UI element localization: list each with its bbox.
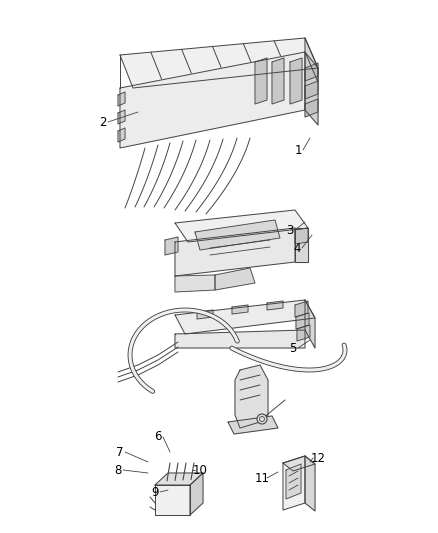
Polygon shape xyxy=(305,99,318,117)
Text: 5: 5 xyxy=(290,342,297,354)
Text: 6: 6 xyxy=(154,431,162,443)
Polygon shape xyxy=(215,268,255,290)
Polygon shape xyxy=(120,38,318,88)
Polygon shape xyxy=(290,58,302,104)
Polygon shape xyxy=(272,58,284,104)
Polygon shape xyxy=(118,110,125,124)
Text: 10: 10 xyxy=(193,464,208,477)
Polygon shape xyxy=(235,365,268,428)
Polygon shape xyxy=(297,325,310,341)
Polygon shape xyxy=(155,485,190,515)
Polygon shape xyxy=(120,52,305,148)
Polygon shape xyxy=(175,330,305,348)
Polygon shape xyxy=(305,63,318,81)
Polygon shape xyxy=(295,228,308,244)
Text: 8: 8 xyxy=(114,464,122,477)
Text: 11: 11 xyxy=(254,472,269,484)
Text: 12: 12 xyxy=(311,451,325,464)
Polygon shape xyxy=(255,58,267,104)
Polygon shape xyxy=(175,228,295,276)
Text: 2: 2 xyxy=(99,116,107,128)
Polygon shape xyxy=(283,456,305,510)
Polygon shape xyxy=(296,313,309,329)
Text: 7: 7 xyxy=(116,446,124,458)
Polygon shape xyxy=(305,300,315,348)
Polygon shape xyxy=(232,305,248,314)
Text: 9: 9 xyxy=(151,486,159,498)
Polygon shape xyxy=(295,228,308,262)
Text: 1: 1 xyxy=(294,143,302,157)
Polygon shape xyxy=(305,81,318,99)
Polygon shape xyxy=(295,301,308,317)
Circle shape xyxy=(257,414,267,424)
Polygon shape xyxy=(155,473,203,485)
Text: 3: 3 xyxy=(286,223,294,237)
Polygon shape xyxy=(286,464,301,499)
Text: 4: 4 xyxy=(293,241,301,254)
Polygon shape xyxy=(197,310,213,319)
Polygon shape xyxy=(175,275,215,292)
Polygon shape xyxy=(228,416,278,434)
Polygon shape xyxy=(165,237,178,255)
Polygon shape xyxy=(118,128,125,142)
Polygon shape xyxy=(190,473,203,515)
Polygon shape xyxy=(195,220,280,250)
Polygon shape xyxy=(118,92,125,106)
Polygon shape xyxy=(305,38,318,82)
Polygon shape xyxy=(175,210,308,242)
Polygon shape xyxy=(305,52,318,125)
Polygon shape xyxy=(305,456,315,511)
Polygon shape xyxy=(175,300,315,334)
Polygon shape xyxy=(267,301,283,310)
Polygon shape xyxy=(283,456,315,471)
